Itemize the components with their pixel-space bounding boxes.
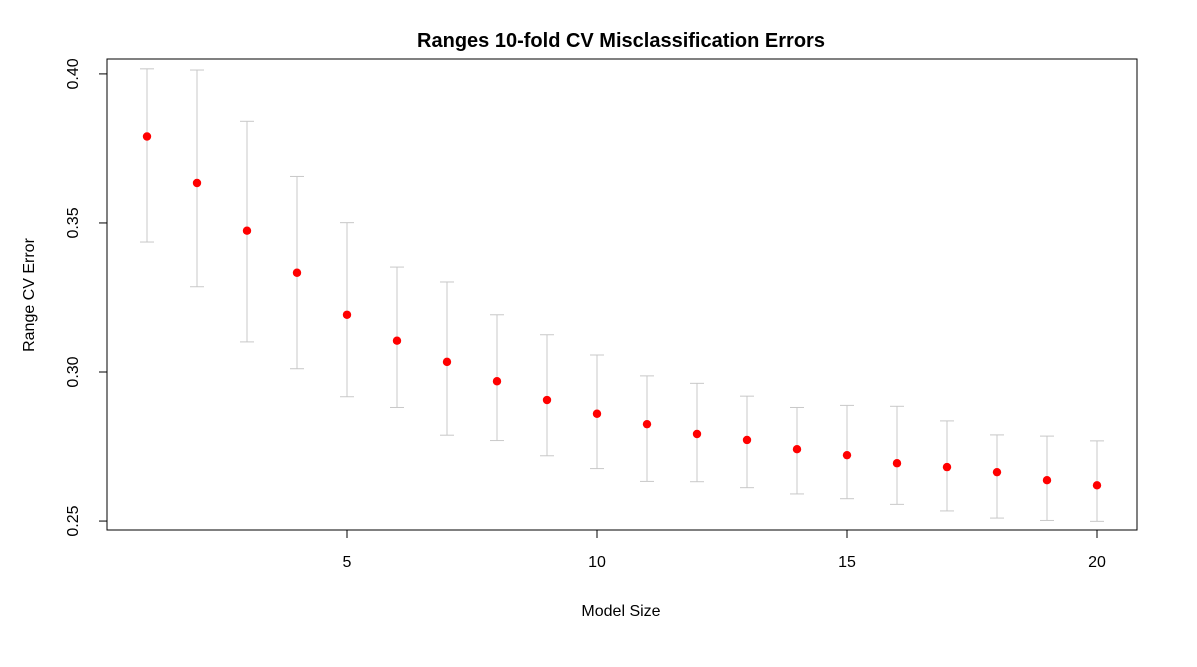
data-point [242,226,252,235]
data-point [792,445,802,454]
x-axis-label: Model Size [581,603,660,620]
plot-frame [106,58,1138,531]
x-tick-label: 20 [1088,554,1106,571]
data-point [842,450,852,460]
data-point [492,377,502,386]
x-tick-label: 15 [838,554,856,571]
y-axis-label: Range CV Error [21,237,38,351]
data-point [592,409,602,418]
data-point [392,336,402,345]
y-tick-label: 0.40 [65,58,82,89]
y-tick-label: 0.35 [65,207,82,238]
data-point [1092,481,1102,490]
data-point [192,178,202,188]
data-point [292,268,302,277]
x-tick-label: 10 [588,554,606,571]
data-point [742,435,752,445]
data-point [342,310,352,319]
y-tick-label: 0.30 [65,356,82,387]
data-point [692,429,702,439]
data-point [542,395,552,405]
x-tick-label: 5 [343,554,352,571]
data-point [1042,476,1052,485]
plot-area: 5 10 15 20 0.25 0.30 0.35 0.40 [65,58,1138,571]
y-tick-label: 0.25 [65,505,82,536]
chart-title: Ranges 10-fold CV Misclassification Erro… [417,30,825,52]
data-point [892,459,902,468]
data-point [642,419,652,429]
data-point [442,357,452,367]
data-point [142,132,152,141]
data-point [992,467,1002,477]
data-point [942,462,952,472]
